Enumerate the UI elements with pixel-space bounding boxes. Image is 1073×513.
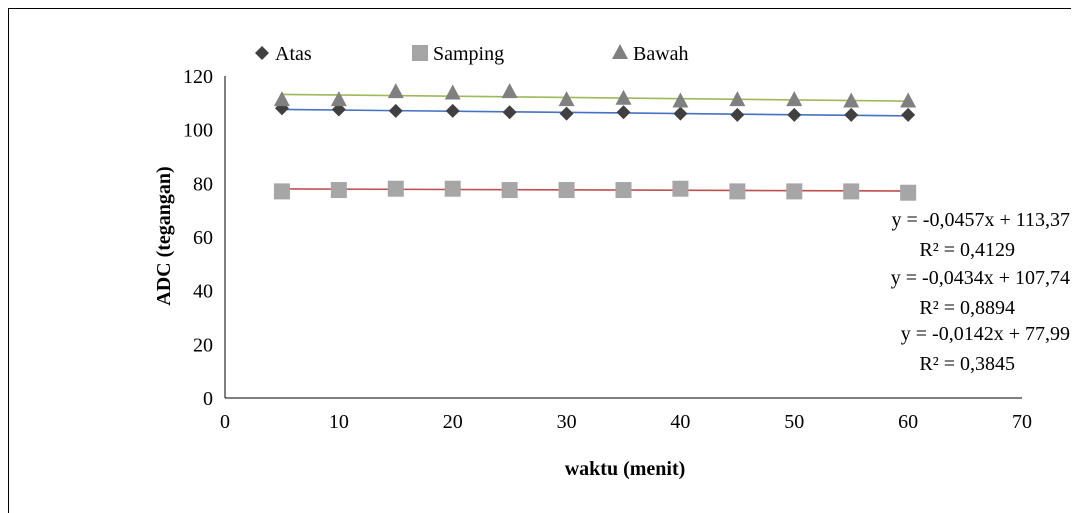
marker-triangle: [330, 91, 347, 107]
trendlines: [281, 93, 909, 192]
x-tick-label: 0: [220, 411, 230, 433]
marker-diamond: [616, 105, 631, 120]
legend-label-atas: Atas: [275, 43, 312, 65]
marker-square: [387, 180, 404, 197]
x-axis-title: waktu (menit): [565, 458, 686, 480]
axes: 0 10 20 30 40 50 60 70 0 20 40 60 80 100 120: [183, 66, 1032, 433]
equation-atas: y = -0,0434x + 107,74: [891, 267, 1070, 289]
marker-diamond: [844, 107, 859, 122]
marker-square: [273, 183, 290, 200]
legend-label-samping: Samping: [433, 43, 504, 65]
r2-atas: R² = 0,8894: [919, 297, 1015, 319]
marker-square: [444, 180, 461, 197]
marker-square: [615, 182, 632, 199]
y-tick-label: 40: [193, 281, 213, 303]
legend: Atas Samping Bawah: [255, 43, 689, 65]
marker-diamond: [901, 107, 916, 122]
marker-square: [900, 184, 917, 201]
marker-triangle: [786, 91, 803, 107]
marker-square: [330, 182, 347, 199]
legend-label-bawah: Bawah: [633, 43, 689, 65]
marker-square: [672, 180, 689, 197]
marker-diamond: [445, 103, 460, 118]
marker-square: [501, 182, 518, 199]
trendline-samping: [281, 188, 909, 192]
trendline-bawah: [281, 93, 909, 102]
legend-marker-bawah: [612, 44, 628, 59]
trendline-equations: y = -0,0457x + 113,37 R² = 0,4129 y = -0,0…: [891, 209, 1070, 375]
x-tick-label: 70: [1012, 411, 1032, 433]
marker-triangle: [558, 91, 575, 107]
marker-square: [558, 182, 575, 199]
chart-frame: [8, 8, 1071, 513]
x-tick-label: 30: [557, 411, 577, 433]
marker-triangle: [273, 91, 290, 107]
marker-triangle: [444, 84, 461, 100]
marker-diamond: [502, 105, 517, 120]
marker-square: [729, 183, 746, 200]
y-tick-label: 60: [193, 227, 213, 249]
y-tick-label: 80: [193, 173, 213, 195]
y-axis-title: ADC (tegangan): [153, 166, 175, 305]
marker-diamond: [787, 107, 802, 122]
r2-samping: R² = 0,3845: [919, 353, 1015, 375]
marker-triangle: [729, 91, 746, 107]
y-tick-label: 0: [203, 388, 213, 410]
x-tick-label: 60: [898, 411, 918, 433]
x-tick-label: 10: [329, 411, 349, 433]
marker-square: [843, 183, 860, 200]
data-points: [273, 83, 917, 201]
legend-marker-samping: [412, 45, 428, 61]
y-tick-label: 20: [193, 334, 213, 356]
x-tick-label: 40: [670, 411, 690, 433]
marker-diamond: [559, 106, 574, 121]
marker-square: [786, 183, 803, 200]
marker-triangle: [615, 89, 632, 105]
x-tick-label: 20: [443, 411, 463, 433]
equation-bawah: y = -0,0457x + 113,37: [892, 209, 1070, 231]
marker-diamond: [673, 106, 688, 121]
marker-diamond: [388, 103, 403, 118]
x-tick-label: 50: [784, 411, 804, 433]
r2-bawah: R² = 0,4129: [919, 239, 1015, 261]
trendline-atas: [281, 108, 909, 117]
marker-diamond: [730, 107, 745, 122]
equation-samping: y = -0,0142x + 77,99: [901, 323, 1070, 345]
y-tick-label: 100: [183, 120, 213, 142]
marker-triangle: [900, 92, 917, 108]
marker-triangle: [672, 92, 689, 108]
legend-marker-atas: [255, 46, 269, 60]
marker-triangle: [843, 92, 860, 108]
y-tick-label: 120: [183, 66, 213, 88]
marker-triangle: [501, 83, 518, 99]
marker-triangle: [387, 83, 404, 99]
